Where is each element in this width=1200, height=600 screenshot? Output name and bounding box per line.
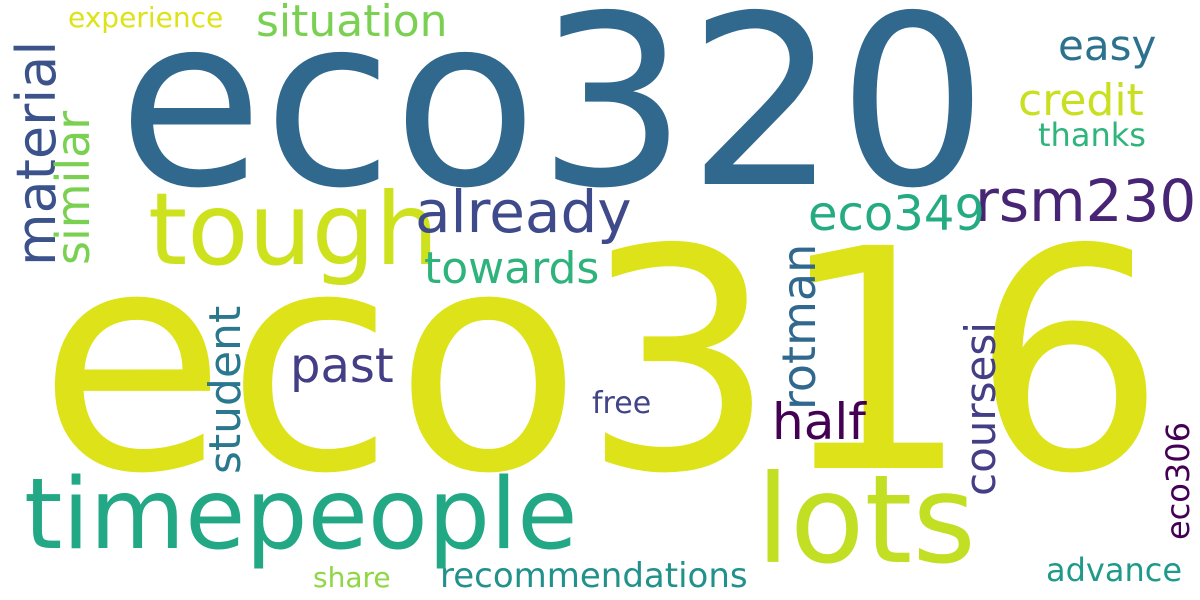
word-rsm230: rsm230 <box>975 167 1197 235</box>
word-recommendations: recommendations <box>440 556 748 596</box>
word-student: student <box>200 305 251 474</box>
word-half: half <box>772 393 866 451</box>
word-lots: lots <box>756 449 976 591</box>
word-past: past <box>290 338 394 394</box>
word-timepeople: timepeople <box>24 458 578 572</box>
word-similar: similar <box>46 110 100 265</box>
word-easy: easy <box>1058 21 1157 70</box>
word-towards: towards <box>424 243 600 294</box>
word-eco316: eco316 <box>38 185 1166 541</box>
word-situation: situation <box>256 0 448 47</box>
word-credit: credit <box>1018 75 1144 126</box>
word-already: already <box>415 178 632 246</box>
word-eco306: eco306 <box>1159 422 1197 540</box>
word-eco349: eco349 <box>808 186 985 242</box>
word-thanks: thanks <box>1038 116 1146 154</box>
word-eco320: eco320 <box>118 0 988 240</box>
word-free: free <box>592 386 652 421</box>
word-experience: experience <box>68 1 224 34</box>
word-advance: advance <box>1046 551 1183 589</box>
word-coursesi: coursesi <box>956 322 1005 496</box>
word-share: share <box>313 561 391 594</box>
word-tough: tough <box>148 171 439 288</box>
word-rotman: rotman <box>772 243 826 410</box>
